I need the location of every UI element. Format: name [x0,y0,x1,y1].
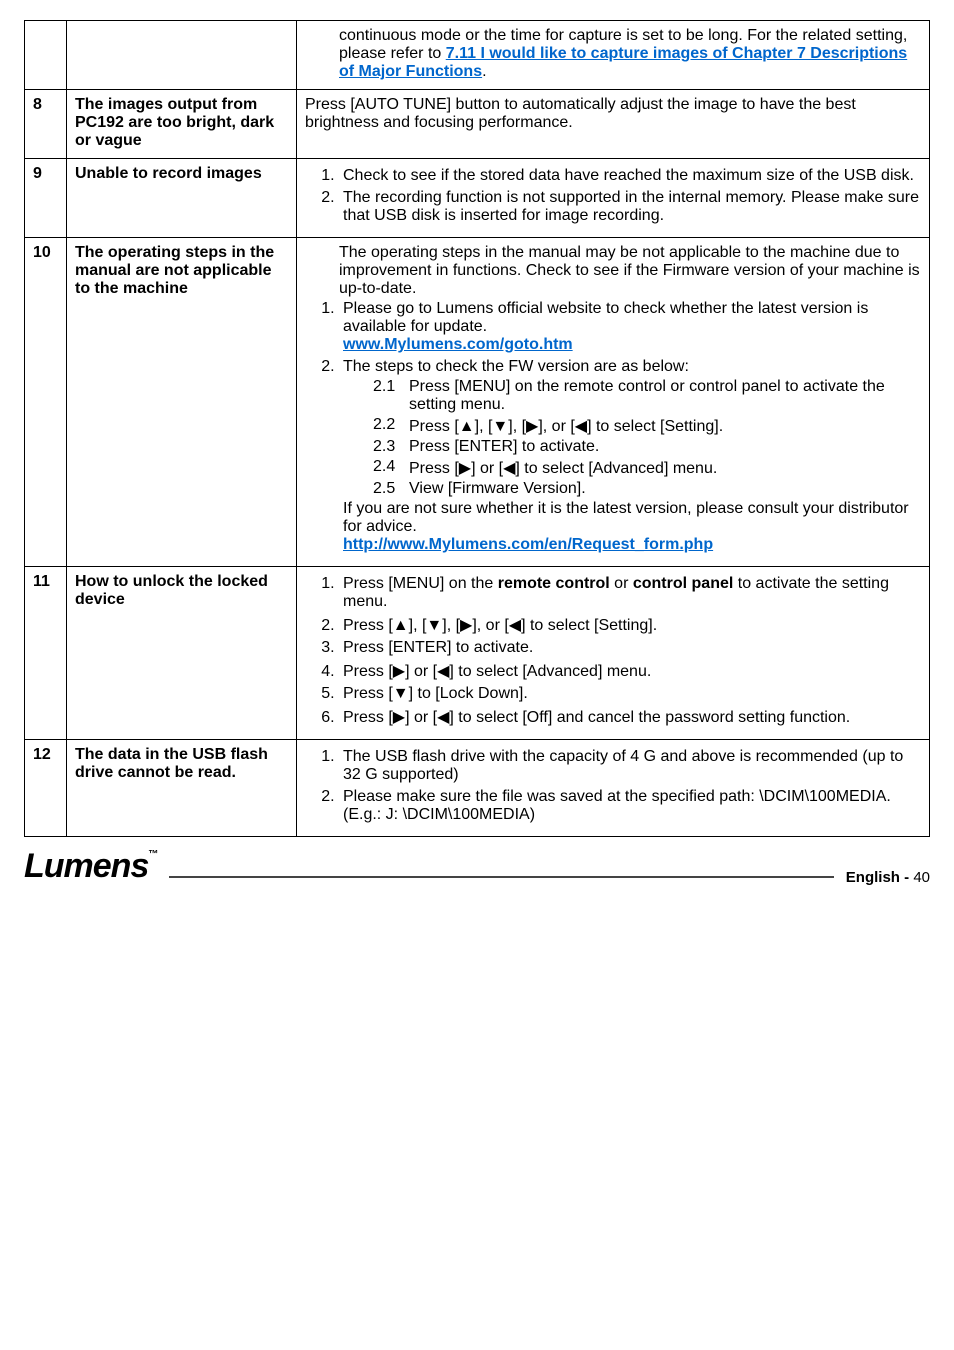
list-item: Please make sure the file was saved at t… [339,788,921,824]
table-row: 12 The data in the USB flash drive canno… [25,740,930,837]
list-item: Press [▼] to [Lock Down]. [339,685,921,703]
row-title: The data in the USB flash drive cannot b… [67,740,297,837]
link-request-form[interactable]: http://www.Mylumens.com/en/Request_form.… [343,536,713,553]
footer-divider [169,876,833,878]
table-row: continuous mode or the time for capture … [25,21,930,90]
table-row: 10 The operating steps in the manual are… [25,238,930,567]
substep-num: 2.3 [373,438,409,456]
row10-substeps: 2.1Press [MENU] on the remote control or… [343,378,921,498]
page-footer: Lumens™ English - 40 [24,845,930,886]
row-number: 8 [25,90,67,159]
substep-text: Press [▶] or [◀] to select [Advanced] me… [409,458,717,478]
substep-text: View [Firmware Version]. [409,480,586,498]
row10-steps: Please go to Lumens official website to … [305,300,921,554]
troubleshooting-table: continuous mode or the time for capture … [24,20,930,837]
row-number: 12 [25,740,67,837]
substep-num: 2.1 [373,378,409,414]
text: . [482,63,486,80]
substep-text: Press [MENU] on the remote control or co… [409,378,921,414]
trail-text: If you are not sure whether it is the la… [343,500,909,535]
text: Please go to Lumens official website to … [343,300,868,335]
row-title: How to unlock the locked device [67,567,297,740]
list-item: Please go to Lumens official website to … [339,300,921,354]
row11-steps: Press [MENU] on the remote control or co… [305,575,921,727]
page-number: English - 40 [846,869,930,886]
row-title: The operating steps in the manual are no… [67,238,297,567]
row-number: 9 [25,159,67,238]
link-mylumens-goto[interactable]: www.Mylumens.com/goto.htm [343,336,573,353]
table-row: 8 The images output from PC192 are too b… [25,90,930,159]
table-row: 9 Unable to record images Check to see i… [25,159,930,238]
list-item: The USB flash drive with the capacity of… [339,748,921,784]
substep-text: Press [▲], [▼], [▶], or [◀] to select [S… [409,416,723,436]
list-item: Press [▶] or [◀] to select [Advanced] me… [339,661,921,681]
row12-steps: The USB flash drive with the capacity of… [305,748,921,824]
trademark-icon: ™ [148,849,157,860]
lead-text: The operating steps in the manual may be… [305,244,921,298]
list-item: Check to see if the stored data have rea… [339,167,921,185]
row7-continuation: continuous mode or the time for capture … [305,27,921,81]
row-title: The images output from PC192 are too bri… [67,90,297,159]
substep-text: Press [ENTER] to activate. [409,438,599,456]
row-number: 10 [25,238,67,567]
row-body: Press [AUTO TUNE] button to automaticall… [297,90,930,159]
substep-num: 2.5 [373,480,409,498]
list-item: Press [ENTER] to activate. [339,639,921,657]
table-row: 11 How to unlock the locked device Press… [25,567,930,740]
lumens-logo: Lumens™ [24,847,157,886]
list-item: Press [▶] or [◀] to select [Off] and can… [339,707,921,727]
row-title: Unable to record images [67,159,297,238]
row9-steps: Check to see if the stored data have rea… [305,167,921,225]
list-item: The recording function is not supported … [339,189,921,225]
text: The steps to check the FW version are as… [343,358,689,375]
row-number: 11 [25,567,67,740]
substep-num: 2.4 [373,458,409,478]
list-item: Press [▲], [▼], [▶], or [◀] to select [S… [339,615,921,635]
substep-num: 2.2 [373,416,409,436]
list-item: The steps to check the FW version are as… [339,358,921,554]
list-item: Press [MENU] on the remote control or co… [339,575,921,611]
